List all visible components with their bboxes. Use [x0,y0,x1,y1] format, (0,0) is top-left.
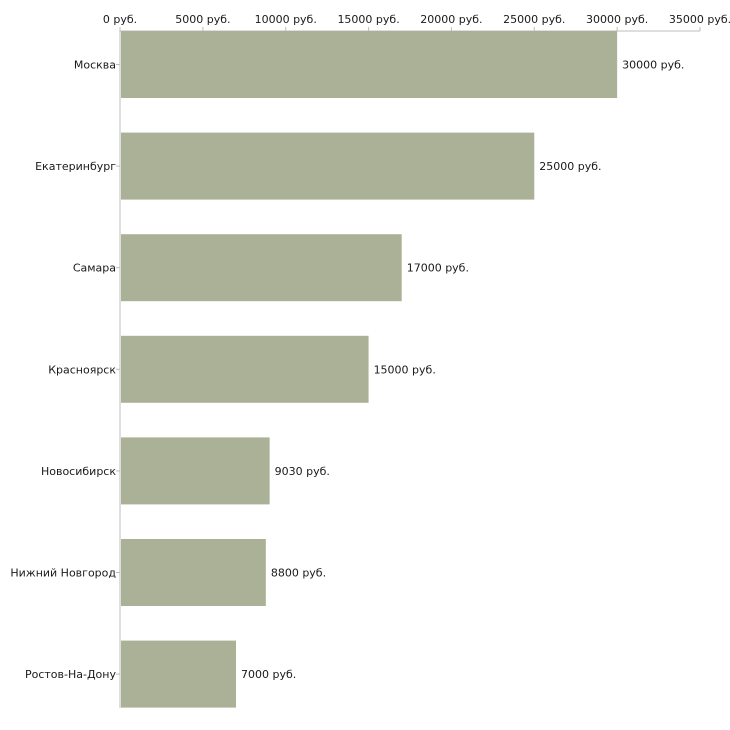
category-label: Нижний Новгород [10,567,116,580]
x-tick-label: 35000 руб. [669,13,730,26]
bar [121,234,402,302]
bar [121,539,266,606]
bar [121,31,618,98]
data-label: 7000 руб. [241,668,296,681]
x-tick-label: 30000 руб. [586,13,648,26]
category-label: Ростов-На-Дону [25,668,116,681]
bar [121,335,369,403]
x-tick-label: 15000 руб. [337,13,399,26]
axis-layer: 0 руб. 5000 руб. 10000 руб. 15000 руб. 20000… [103,13,730,708]
x-tick-label: 20000 руб. [420,13,482,26]
data-label: 8800 руб. [271,567,326,580]
bars-layer [121,31,618,708]
category-label: Самара [73,262,116,275]
category-label: Новосибирск [41,465,116,478]
data-label: 25000 руб. [539,160,601,173]
bar [121,132,535,200]
category-label: Екатеринбург [35,160,116,173]
x-tick-label: 25000 руб. [503,13,565,26]
bar [121,437,270,505]
labels-layer: Москва 30000 руб. Екатеринбург 25000 руб. Са… [10,59,684,682]
data-label: 30000 руб. [622,59,684,72]
bar [121,640,236,708]
x-tick-label: 0 руб. [103,13,137,26]
x-tick-label: 10000 руб. [255,13,317,26]
data-label: 9030 руб. [275,465,330,478]
data-label: 17000 руб. [407,262,469,275]
category-label: Москва [74,59,116,72]
x-tick-label: 5000 руб. [175,13,230,26]
category-label: Красноярск [48,363,116,376]
data-label: 15000 руб. [374,363,436,376]
